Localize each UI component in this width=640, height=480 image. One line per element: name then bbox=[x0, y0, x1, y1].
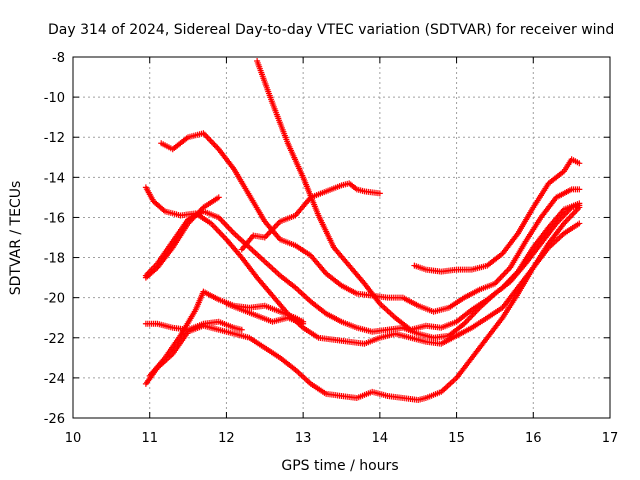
chart-title: Day 314 of 2024, Sidereal Day-to-day VTE… bbox=[48, 22, 614, 38]
data-point bbox=[211, 141, 218, 148]
y-tick-label: -10 bbox=[44, 91, 65, 106]
series-s3 bbox=[158, 130, 583, 315]
data-point bbox=[500, 271, 507, 278]
y-tick-label: -18 bbox=[44, 252, 65, 267]
data-point bbox=[573, 207, 580, 214]
data-point bbox=[576, 220, 583, 227]
data-point bbox=[576, 160, 583, 167]
data-point bbox=[205, 136, 212, 143]
data-point bbox=[226, 226, 233, 233]
data-point bbox=[201, 131, 208, 138]
data-point bbox=[229, 229, 236, 236]
data-point bbox=[213, 226, 220, 233]
data-point bbox=[217, 230, 224, 237]
x-tick-label: 16 bbox=[525, 431, 542, 446]
data-point bbox=[464, 317, 471, 324]
data-point bbox=[221, 220, 228, 227]
data-point bbox=[208, 138, 215, 145]
data-series bbox=[142, 58, 583, 403]
x-tick-label: 13 bbox=[295, 431, 312, 446]
data-point bbox=[503, 268, 510, 275]
data-point bbox=[238, 326, 245, 333]
data-point bbox=[212, 143, 219, 150]
series-s11 bbox=[411, 156, 583, 275]
data-point bbox=[576, 186, 583, 193]
x-tick-label: 15 bbox=[448, 431, 465, 446]
y-tick-label: -22 bbox=[44, 332, 65, 347]
x-tick-label: 17 bbox=[602, 431, 619, 446]
y-tick-label: -14 bbox=[44, 171, 65, 186]
data-point bbox=[215, 227, 222, 234]
data-point bbox=[567, 213, 574, 220]
data-point bbox=[210, 140, 217, 147]
y-tick-label: -8 bbox=[52, 51, 65, 66]
data-point bbox=[504, 267, 511, 274]
x-axis-ticks: 10 11 12 13 14 15 16 17 bbox=[65, 57, 619, 446]
data-point bbox=[224, 223, 231, 230]
data-point bbox=[496, 276, 503, 283]
plot-frame bbox=[72, 56, 611, 419]
data-point bbox=[274, 221, 281, 228]
data-point bbox=[498, 273, 505, 280]
data-point bbox=[225, 224, 232, 231]
x-tick-label: 11 bbox=[141, 431, 158, 446]
data-point bbox=[272, 222, 279, 229]
data-point bbox=[576, 200, 583, 207]
data-point bbox=[501, 270, 508, 277]
y-tick-label: -24 bbox=[44, 372, 65, 387]
series-s10 bbox=[223, 300, 307, 327]
data-point bbox=[219, 232, 226, 239]
data-point bbox=[219, 218, 226, 225]
series-s5 bbox=[142, 202, 583, 341]
data-point bbox=[222, 221, 229, 228]
data-point bbox=[497, 274, 504, 281]
data-point bbox=[204, 134, 211, 141]
x-tick-label: 10 bbox=[65, 431, 82, 446]
y-tick-label: -16 bbox=[44, 211, 65, 226]
y-tick-label: -12 bbox=[44, 131, 65, 146]
data-point bbox=[569, 211, 576, 218]
x-tick-label: 14 bbox=[372, 431, 389, 446]
series-s7 bbox=[142, 318, 245, 333]
y-tick-label: -26 bbox=[44, 412, 65, 427]
data-point bbox=[494, 277, 501, 284]
series-s6 bbox=[146, 288, 307, 379]
data-point bbox=[207, 137, 214, 144]
series-s8 bbox=[238, 180, 383, 253]
data-point bbox=[215, 194, 222, 201]
y-tick-label: -20 bbox=[44, 292, 65, 307]
data-point bbox=[566, 214, 573, 221]
grid-lines bbox=[73, 57, 610, 418]
data-point bbox=[220, 233, 227, 240]
y-axis-label: SDTVAR / TECUs bbox=[8, 181, 24, 296]
data-point bbox=[210, 223, 217, 230]
x-tick-label: 12 bbox=[218, 431, 235, 446]
data-point bbox=[376, 190, 383, 197]
data-point bbox=[218, 217, 225, 224]
data-point bbox=[565, 216, 572, 223]
data-point bbox=[263, 233, 270, 240]
data-point bbox=[216, 229, 223, 236]
data-point bbox=[570, 210, 577, 217]
data-point bbox=[563, 217, 570, 224]
x-axis-label: GPS time / hours bbox=[281, 458, 398, 474]
series-s9 bbox=[254, 58, 583, 333]
data-point bbox=[300, 320, 307, 327]
y-axis-ticks: -26 -24 -22 -20 -18 -16 -14 -12 -10 -8 bbox=[44, 51, 610, 427]
data-point bbox=[212, 224, 219, 231]
data-point bbox=[228, 227, 235, 234]
series-s1 bbox=[142, 220, 583, 403]
